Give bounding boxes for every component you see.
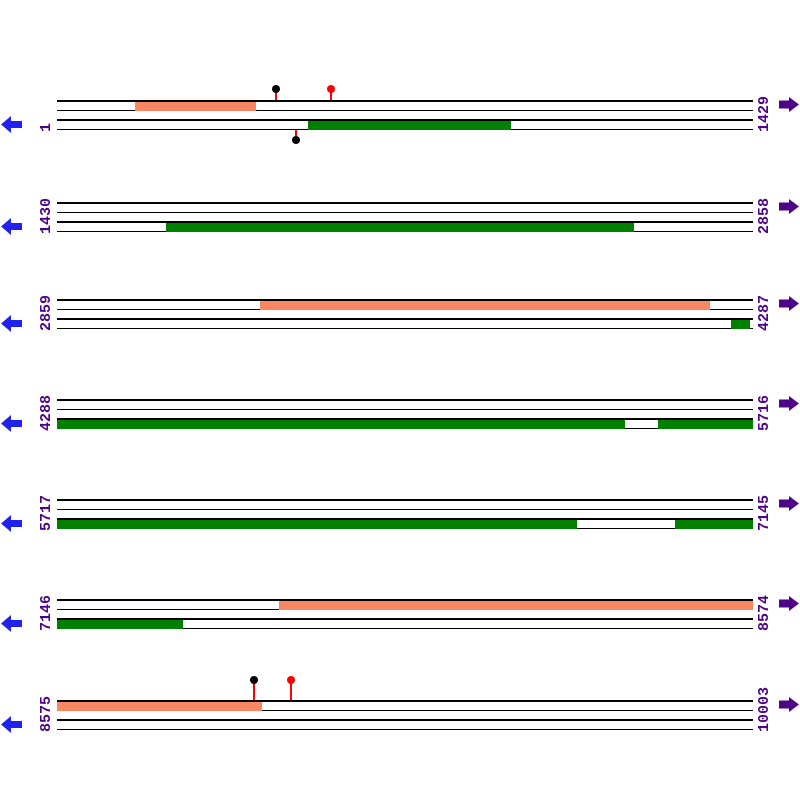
signal-pin-red-icon <box>327 85 335 93</box>
frame-line <box>57 211 753 213</box>
forward-strand-arrow-icon <box>779 396 799 411</box>
frame-line <box>57 499 753 501</box>
frame-line <box>57 518 753 520</box>
frame-line <box>57 202 753 204</box>
reverse-orf-bar <box>658 419 753 429</box>
forward-strand-arrow-icon <box>779 596 799 611</box>
frame-line <box>57 599 753 601</box>
frame-line <box>57 627 753 629</box>
signal-pin-stem <box>253 680 255 700</box>
row-start-label: 1430 <box>38 197 55 234</box>
forward-strand-arrow-icon <box>779 199 799 214</box>
forward-strand-arrow-icon <box>779 697 799 712</box>
frame-line <box>57 709 753 711</box>
forward-orf-bar <box>57 701 262 711</box>
row-end-label: 8574 <box>756 594 773 631</box>
frame-line <box>57 728 753 730</box>
reverse-orf-bar <box>675 519 753 529</box>
frame-line <box>57 719 753 721</box>
reverse-strand-arrow-icon <box>1 715 22 733</box>
frame-line <box>57 109 753 111</box>
row-end-label: 10003 <box>756 686 773 732</box>
frame-line <box>57 408 753 410</box>
frame-line <box>57 299 753 301</box>
row-end-label: 1429 <box>756 95 773 132</box>
row-start-label: 7146 <box>38 594 55 631</box>
forward-orf-bar <box>279 600 753 610</box>
reverse-orf-bar <box>308 120 511 130</box>
reverse-strand-arrow-icon <box>1 115 22 133</box>
signal-pin-black-icon <box>250 676 258 684</box>
row-start-label: 1 <box>38 122 55 132</box>
row-start-label: 8575 <box>38 695 55 732</box>
reverse-orf-bar <box>57 519 577 529</box>
frame-line <box>57 508 753 510</box>
signal-pin-stem <box>330 89 332 100</box>
frame-line <box>57 327 753 329</box>
signal-pin-stem <box>295 130 297 140</box>
frame-line <box>57 700 753 702</box>
reverse-strand-arrow-icon <box>1 414 22 432</box>
reverse-orf-bar <box>731 319 750 329</box>
signal-pin-red-icon <box>287 676 295 684</box>
row-end-label: 4287 <box>756 294 773 331</box>
reverse-strand-arrow-icon <box>1 217 22 235</box>
forward-strand-arrow-icon <box>779 97 799 112</box>
reverse-strand-arrow-icon <box>1 614 22 632</box>
row-end-label: 5716 <box>756 394 773 431</box>
row-start-label: 4288 <box>38 394 55 431</box>
frame-line <box>57 100 753 102</box>
frame-line <box>57 318 753 320</box>
forward-orf-bar <box>135 101 256 111</box>
frame-line <box>57 618 753 620</box>
signal-pin-black-icon <box>272 85 280 93</box>
reverse-orf-bar <box>166 222 634 232</box>
signal-pin-stem <box>275 89 277 100</box>
frame-line <box>57 119 753 121</box>
signal-pin-black-icon <box>292 136 300 144</box>
row-end-label: 7145 <box>756 494 773 531</box>
forward-strand-arrow-icon <box>779 296 799 311</box>
reverse-strand-arrow-icon <box>1 314 22 332</box>
frame-line <box>57 399 753 401</box>
frame-line <box>57 418 753 420</box>
reverse-orf-bar <box>57 619 183 629</box>
forward-orf-bar <box>260 300 710 310</box>
reverse-orf-bar <box>57 419 625 429</box>
row-start-label: 2859 <box>38 294 55 331</box>
row-end-label: 2858 <box>756 197 773 234</box>
signal-pin-stem <box>290 680 292 700</box>
row-start-label: 5717 <box>38 494 55 531</box>
forward-strand-arrow-icon <box>779 496 799 511</box>
frame-line <box>57 221 753 223</box>
reverse-strand-arrow-icon <box>1 514 22 532</box>
